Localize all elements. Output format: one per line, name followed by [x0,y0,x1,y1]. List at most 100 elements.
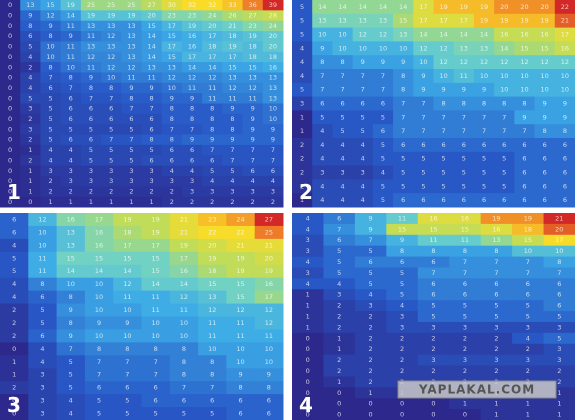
heatmap-cell [323,343,356,356]
heatmap-cell [262,196,284,208]
cell-value: 1 [300,127,304,135]
cell-value: 12 [127,63,135,71]
cell-value: 7 [320,86,324,94]
cell-value: 14 [318,3,326,11]
cell-value: 4 [28,74,32,82]
heatmap-cell [433,69,455,84]
cell-value: 14 [188,63,196,71]
heatmap-cell [393,151,414,167]
cell-value: 0 [306,356,310,364]
cell-value: 17 [180,254,188,262]
heatmap-cell [121,72,142,84]
cell-value: 19 [480,3,488,11]
cell-value: 8 [502,100,506,108]
cell-value: 2 [431,367,435,375]
heatmap-cell [386,289,419,301]
cell-value: 5 [129,125,133,133]
cell-value: 4 [306,280,310,288]
cell-value: 4 [251,177,255,185]
cell-value: 2 [526,367,530,375]
cell-value: 5 [340,113,344,121]
cell-value: 10 [541,86,549,94]
heatmap-cell [543,409,575,420]
cell-value: 12 [228,84,236,92]
cell-value: 9 [271,125,275,133]
heatmap-cell [60,134,82,146]
heatmap-cell [514,41,536,56]
heatmap-cell [0,113,21,125]
heatmap-cell [242,82,264,94]
cell-value: 2 [12,332,16,340]
heatmap-cell [0,31,21,42]
cell-value: 5 [40,319,44,327]
cell-value: 5 [12,254,16,262]
cell-value: 18 [228,32,236,40]
cell-value: 0 [12,397,16,405]
heatmap-cell [449,311,482,323]
heatmap-cell [141,316,171,330]
cell-value: 20 [500,3,508,11]
heatmap-cell [141,113,163,125]
heatmap-cell [141,290,171,305]
heatmap-cell [161,124,183,136]
heatmap-cell [354,311,387,323]
heatmap-cell [254,225,284,240]
cell-value: 1 [557,389,561,397]
heatmap-cell [121,144,142,156]
cell-value: 11 [208,319,216,327]
heatmap-cell [292,289,324,301]
cell-value: 17 [555,236,563,244]
heatmap-cell [84,355,114,369]
cell-value: 16 [180,267,188,275]
heatmap-cell [352,55,374,70]
cell-value: 0 [431,400,435,408]
heatmap-cell [28,264,58,279]
heatmap-cell [386,332,419,345]
heatmap-cell [512,409,545,420]
cell-value: 9 [97,319,101,327]
cell-value: 20 [265,254,273,262]
cell-value: 10 [95,306,103,314]
cell-value: 5 [482,182,486,190]
heatmap-cell [543,398,575,410]
cell-value: 4 [271,177,275,185]
heatmap-cell [512,354,545,367]
heatmap-cell [141,155,163,167]
cell-value: 13 [379,17,387,25]
cell-value: 7 [557,269,561,277]
heatmap-cell [101,124,122,136]
cell-value: 5 [300,31,304,39]
cell-value: 9 [421,72,425,80]
heatmap-cell [242,72,264,84]
cell-value: 26 [228,12,236,20]
heatmap-cell [514,124,536,139]
heatmap-cell [514,55,536,70]
heatmap-cell [292,82,313,98]
heatmap-cell [0,62,21,73]
heatmap-cell [554,96,575,111]
cell-value: 0 [8,187,12,195]
heatmap-cell [292,193,313,208]
cell-value: 2 [400,345,404,353]
cell-value: 4 [69,397,73,405]
cell-value: 13 [127,32,135,40]
heatmap-cell [56,368,86,382]
cell-value: 23 [168,12,176,20]
cell-value: 4 [306,225,310,233]
cell-value: 1 [109,198,113,206]
cell-value: 14 [95,267,103,275]
heatmap-cell [202,134,223,146]
heatmap-cell [494,82,515,98]
cell-value: 25 [87,1,95,9]
cell-value: 13 [127,22,135,30]
heatmap-cell [242,103,264,115]
cell-value: 9 [442,86,446,94]
heatmap-cell [202,165,223,177]
heatmap-cell [323,267,356,279]
heatmap-cell [198,225,227,240]
heatmap-cell [354,234,387,247]
cell-value: 0 [369,411,373,419]
cell-value: 6 [337,214,341,222]
cell-value: 4 [69,410,73,418]
cell-value: 19 [480,17,488,25]
